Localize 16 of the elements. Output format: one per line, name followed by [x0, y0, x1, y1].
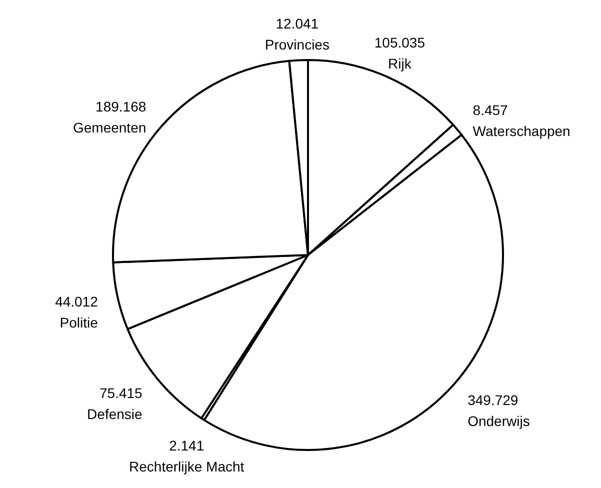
data-label: 12.041 [276, 15, 319, 32]
data-label: 105.035 [374, 34, 426, 51]
slice-label: Defensie [87, 406, 143, 422]
data-label: 44.012 [55, 294, 98, 310]
slice-label: Politie [60, 314, 98, 331]
slice-label: Provincies [264, 36, 330, 52]
slice-label: Gemeenten [72, 119, 146, 136]
slice-label: Waterschappen [472, 122, 570, 139]
data-label: 8.457 [472, 102, 508, 118]
data-label: 75.415 [99, 385, 143, 402]
data-label: 189.168 [96, 98, 146, 114]
slice-label: Onderwijs [468, 413, 530, 430]
data-label: 2.141 [169, 437, 204, 454]
slice-label: Rijk [388, 56, 412, 72]
data-label: 349.729 [468, 392, 518, 408]
slice-label: Rechterlijke Macht [129, 458, 244, 474]
